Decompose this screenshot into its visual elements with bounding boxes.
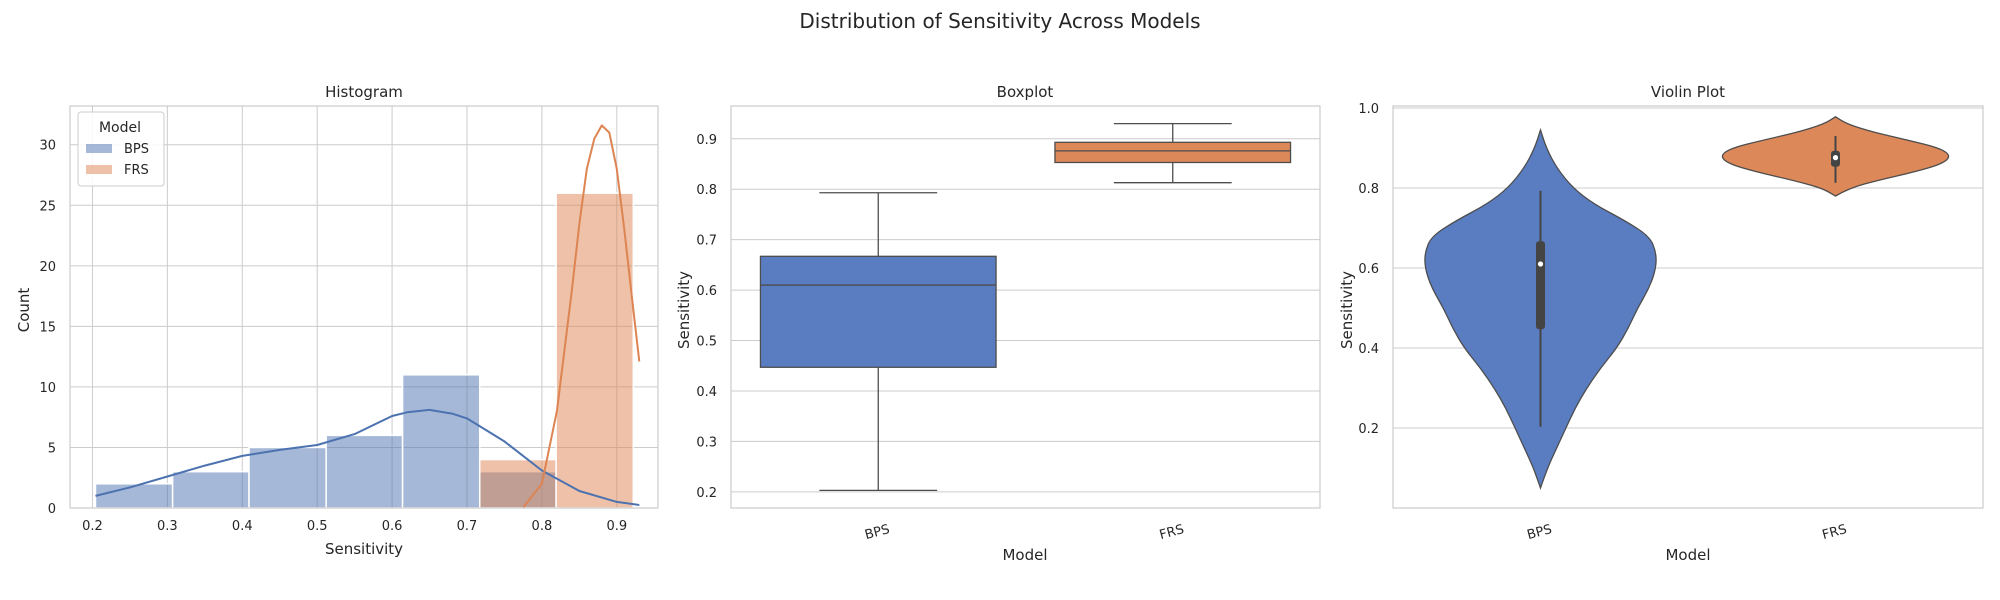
x-tick-label: FRS — [1821, 522, 1849, 543]
y-tick-label: 0.9 — [696, 133, 717, 148]
legend-label-frs: FRS — [124, 163, 149, 178]
violin-ylabel: Sensitivity — [1338, 271, 1356, 349]
kde-line-frs — [522, 124, 641, 509]
legend-swatch-frs — [86, 165, 112, 174]
y-tick-label: 20 — [39, 260, 56, 275]
x-tick-label: 0.7 — [457, 519, 478, 534]
bar-frs — [478, 458, 557, 509]
violin-title: Violin Plot — [1651, 83, 1725, 101]
bar-bps — [248, 446, 327, 509]
y-tick-label: 10 — [39, 381, 56, 396]
violin-frame — [1392, 105, 1984, 509]
figure-title: Distribution of Sensitivity Across Model… — [799, 9, 1200, 33]
bar-bps — [325, 434, 404, 509]
x-tick-label: FRS — [1158, 522, 1186, 543]
y-tick-label: 0.2 — [696, 486, 717, 501]
bar-bps — [94, 483, 174, 509]
bar-frs — [555, 192, 635, 509]
violin-median-frs — [1832, 155, 1839, 161]
violin-iqr-bps — [1536, 241, 1545, 330]
y-tick-label: 0.8 — [696, 183, 717, 198]
x-tick-label: 0.6 — [382, 519, 403, 534]
y-tick-label: 1.0 — [1358, 102, 1379, 117]
x-tick-label: 0.9 — [606, 519, 627, 534]
x-tick-label: BPS — [863, 522, 891, 543]
violin-median-bps — [1537, 261, 1544, 267]
histogram-ylabel: Count — [15, 288, 33, 333]
boxplot-panel: Boxplot Model Sensitivity BPS FRS 0.2 0.3 0.… — [675, 83, 1321, 564]
boxplot-title: Boxplot — [997, 83, 1054, 101]
histogram-frame — [69, 105, 659, 509]
legend-title: Model — [99, 120, 141, 136]
boxplot-ylabel: Sensitivity — [675, 271, 693, 349]
y-tick-label: 0.6 — [696, 284, 717, 299]
y-tick-label: 0.4 — [1358, 342, 1379, 357]
bar-bps — [401, 374, 481, 509]
legend-swatch-bps — [86, 144, 112, 153]
y-tick-label: 0.4 — [696, 385, 717, 400]
x-tick-label: 0.2 — [82, 519, 103, 534]
histogram-title: Histogram — [325, 83, 403, 101]
histogram-xlabel: Sensitivity — [325, 540, 403, 558]
y-tick-label: 0.2 — [1358, 422, 1379, 437]
box-frs — [1054, 141, 1292, 164]
violin-xlabel: Model — [1665, 546, 1710, 564]
legend-label-bps: BPS — [124, 142, 149, 157]
box-bps — [759, 255, 997, 368]
x-tick-label: 0.3 — [157, 519, 178, 534]
y-tick-label: 0 — [48, 502, 56, 517]
bar-bps — [171, 470, 250, 509]
histogram-legend: Model BPS FRS — [77, 111, 165, 187]
y-tick-label: 0.5 — [696, 335, 717, 350]
x-tick-label: 0.4 — [232, 519, 253, 534]
y-tick-label: 5 — [48, 441, 56, 456]
kde-line-bps — [95, 408, 640, 506]
y-tick-label: 25 — [39, 199, 56, 214]
x-tick-label: 0.5 — [307, 519, 328, 534]
y-tick-label: 0.8 — [1358, 182, 1379, 197]
boxplot-xlabel: Model — [1002, 546, 1047, 564]
y-tick-label: 0.3 — [696, 435, 717, 450]
x-tick-label: BPS — [1526, 522, 1554, 543]
y-tick-label: 0.6 — [1358, 262, 1379, 277]
y-tick-label: 15 — [39, 320, 56, 335]
y-tick-label: 30 — [39, 139, 56, 154]
x-tick-label: 0.8 — [532, 519, 553, 534]
violin-panel: Violin Plot Model Sensitivity BPS FRS 0.2 0… — [1338, 83, 1984, 564]
y-tick-label: 0.7 — [696, 234, 717, 249]
boxplot-frame — [730, 105, 1321, 509]
histogram-panel: Histogram Sensitivity Count 0.2 0.3 0.4 0.5… — [15, 83, 659, 558]
